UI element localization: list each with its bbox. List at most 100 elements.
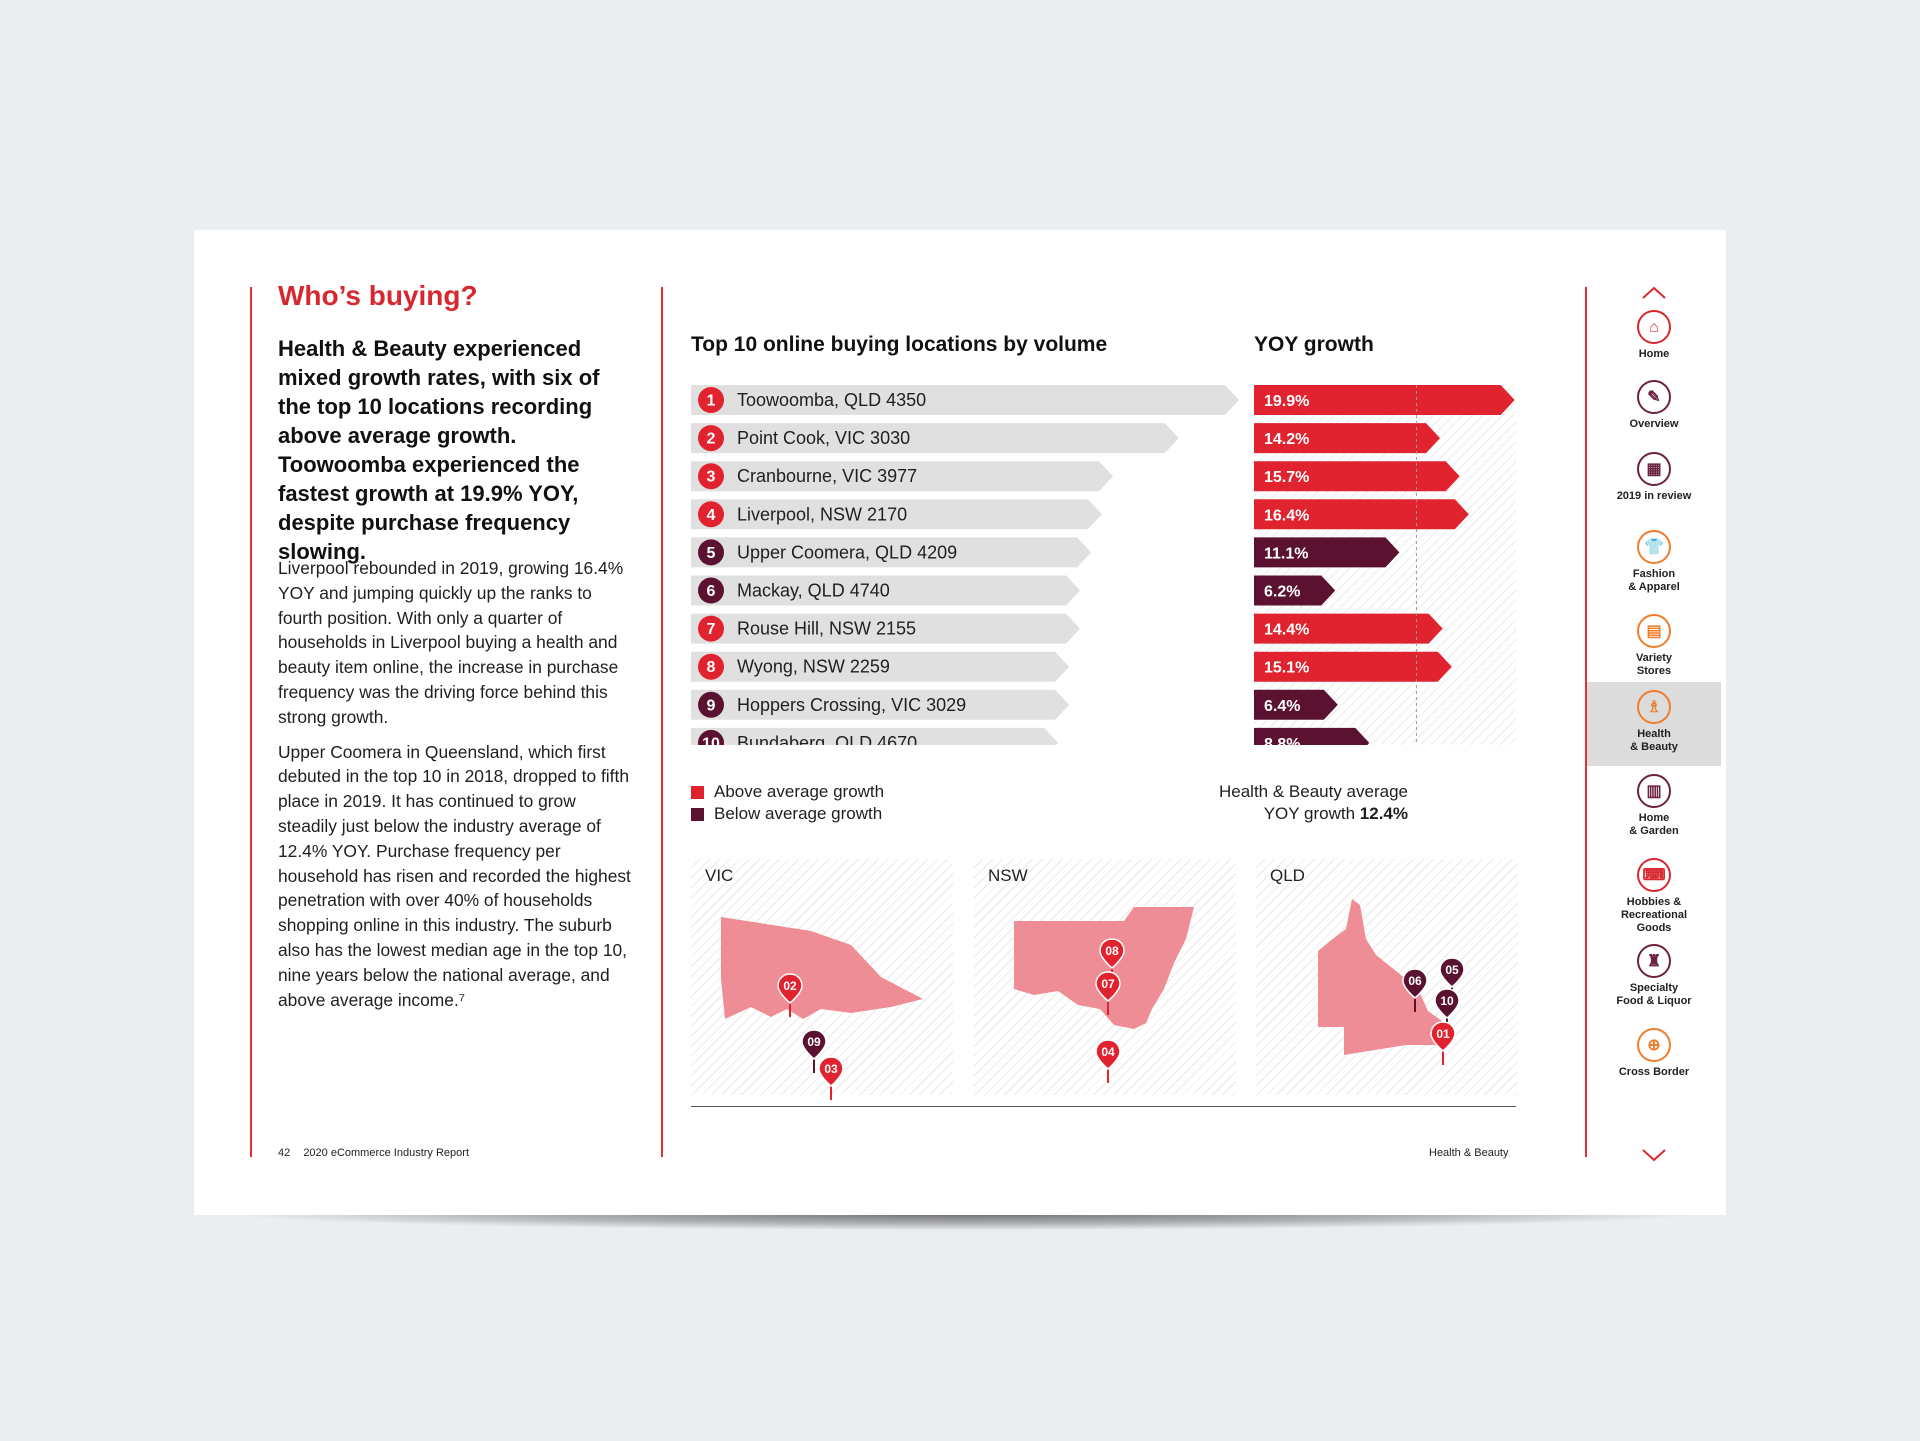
yoy-value-label: 14.4%: [1264, 622, 1309, 639]
vic-map: VIC: [691, 859, 953, 1095]
yoy-bar: [1254, 575, 1336, 606]
volume-bar: [691, 613, 1081, 644]
sidebar-nav-label: & Beauty: [1630, 741, 1678, 753]
yoy-bar: [1254, 499, 1469, 530]
sidebar-nav-label: & Apparel: [1628, 581, 1680, 593]
rank-number: 3: [707, 469, 716, 486]
map-pin-label: 10: [1440, 994, 1454, 1008]
average-note-prefix: YOY growth: [1263, 804, 1360, 823]
rank-badge: [698, 729, 724, 745]
average-note-line2: YOY growth 12.4%: [1219, 803, 1408, 825]
sidebar-nav-item[interactable]: ▦ 2019 in review: [1587, 452, 1721, 503]
location-label: Upper Coomera, QLD 4209: [737, 542, 957, 562]
map-pin-label: 02: [783, 979, 797, 993]
map-pin-label: 08: [1105, 944, 1119, 958]
clipboard-icon: ✎: [1637, 380, 1671, 414]
globe-icon: ⊕: [1637, 1028, 1671, 1062]
sidebar-nav-item[interactable]: ♗ Health & Beauty: [1587, 682, 1721, 766]
sidebar-nav-label: Stores: [1636, 665, 1672, 677]
right-divider: [1585, 287, 1587, 1157]
sidebar-nav-item[interactable]: ⌨ Hobbies & Recreational Goods: [1587, 858, 1721, 935]
chart-legend: Above average growth Below average growt…: [691, 781, 884, 825]
gamepad-icon: ⌨: [1637, 858, 1671, 892]
sidebar-nav-item[interactable]: ⊕ Cross Border: [1587, 1028, 1721, 1079]
location-label: Point Cook, VIC 3030: [737, 428, 910, 448]
sidebar-nav-item[interactable]: 👕 Fashion & Apparel: [1587, 530, 1721, 594]
rank-badge: [698, 463, 724, 490]
yoy-value-label: 11.1%: [1264, 545, 1308, 562]
locations-chart: 1 Toowoomba, QLD 4350 19.9% 2 Point Cook, VI…: [691, 385, 1516, 745]
rank-badge: [698, 425, 724, 452]
volume-bar: [691, 499, 1102, 530]
sidebar-nav-label: Hobbies &: [1626, 896, 1682, 908]
rank-badge: [698, 615, 724, 642]
sidebar-nav-item[interactable]: ▤ Variety Stores: [1587, 614, 1721, 678]
sidebar-nav-label: Overview: [1629, 418, 1679, 430]
location-label: Toowoomba, QLD 4350: [737, 390, 926, 410]
map-pin-label: 09: [807, 1035, 821, 1049]
qld-map-graphic: [1318, 899, 1446, 1055]
map-pin-marker: [1430, 1021, 1456, 1065]
maps-divider: [691, 1106, 1516, 1107]
location-label: Cranbourne, VIC 3977: [737, 466, 917, 486]
yoy-value-label: 16.4%: [1264, 507, 1309, 524]
sidebar-nav-label: Home: [1638, 812, 1670, 824]
map-pin: 06: [1402, 968, 1428, 1012]
yoy-bar: [1254, 423, 1441, 454]
chevron-up-icon[interactable]: [1639, 284, 1669, 302]
chevron-down-icon[interactable]: [1639, 1146, 1669, 1164]
average-note: Health & Beauty average YOY growth 12.4%: [1219, 781, 1408, 825]
map-pin-marker: [818, 1056, 844, 1100]
map-pin-marker: [777, 973, 803, 1017]
nsw-map-graphic: [1014, 907, 1194, 1029]
sidebar-nav-item[interactable]: ⌂ Home: [1587, 310, 1721, 361]
sidebar-nav-item[interactable]: ♜ Specialty Food & Liquor: [1587, 944, 1721, 1008]
location-label: Mackay, QLD 4740: [737, 581, 890, 601]
yoy-value-label: 19.9%: [1264, 393, 1309, 410]
store-icon: ▤: [1637, 614, 1671, 648]
rank-badge: [698, 539, 724, 566]
yoy-bar: [1254, 727, 1370, 745]
calendar-icon: ▦: [1637, 452, 1671, 486]
volume-bar: [691, 727, 1059, 745]
rank-number: 5: [707, 545, 716, 562]
volume-bar: [691, 575, 1081, 606]
map-pin-label: 04: [1101, 1045, 1115, 1059]
body-paragraph: Upper Coomera in Queensland, which first…: [278, 741, 631, 1010]
page-number: 42: [278, 1147, 291, 1159]
yoy-bar: [1254, 385, 1515, 415]
map-pin: 08: [1099, 938, 1125, 982]
rank-badge: [698, 387, 724, 413]
cosmetics-icon: ♗: [1637, 690, 1671, 724]
lead-paragraph: Health & Beauty experienced mixed growth…: [278, 336, 600, 564]
legend-label: Below average growth: [714, 804, 883, 823]
sidebar-nav-label: Specialty: [1629, 982, 1679, 994]
location-label: Wyong, NSW 2259: [737, 657, 890, 677]
map-pin-marker: [801, 1029, 827, 1073]
map-pin-marker: [1095, 1039, 1121, 1083]
rank-number: 8: [707, 659, 716, 676]
map-pin-marker: [1095, 971, 1121, 1015]
map-pin-marker: [1099, 938, 1125, 982]
section-heading: Who’s buying?: [278, 280, 478, 311]
map-label: QLD: [1270, 866, 1305, 885]
sidebar-nav-label: Goods: [1636, 922, 1672, 934]
map-pin-label: 05: [1445, 963, 1459, 977]
map-label: NSW: [988, 866, 1028, 885]
map-pin: 04: [1095, 1039, 1121, 1083]
legend-below: Below average growth: [691, 803, 884, 825]
rank-badge: [698, 501, 724, 528]
middle-divider: [661, 287, 663, 1157]
yoy-value-label: 6.4%: [1264, 698, 1300, 715]
map-pin-label: 03: [824, 1062, 838, 1076]
yoy-value-label: 6.2%: [1264, 584, 1300, 601]
tshirt-icon: 👕: [1637, 530, 1671, 564]
rank-number: 7: [707, 621, 716, 638]
footer-section-name: Health & Beauty: [1429, 1147, 1509, 1159]
sidebar-nav-label: 2019 in review: [1616, 490, 1692, 502]
volume-bar: [691, 689, 1070, 720]
sidebar-nav-item[interactable]: ✎ Overview: [1587, 380, 1721, 431]
sidebar-nav-label: Fashion: [1632, 568, 1676, 580]
sidebar-nav-item[interactable]: ▥ Home & Garden: [1587, 774, 1721, 838]
rank-number: 10: [702, 735, 720, 745]
